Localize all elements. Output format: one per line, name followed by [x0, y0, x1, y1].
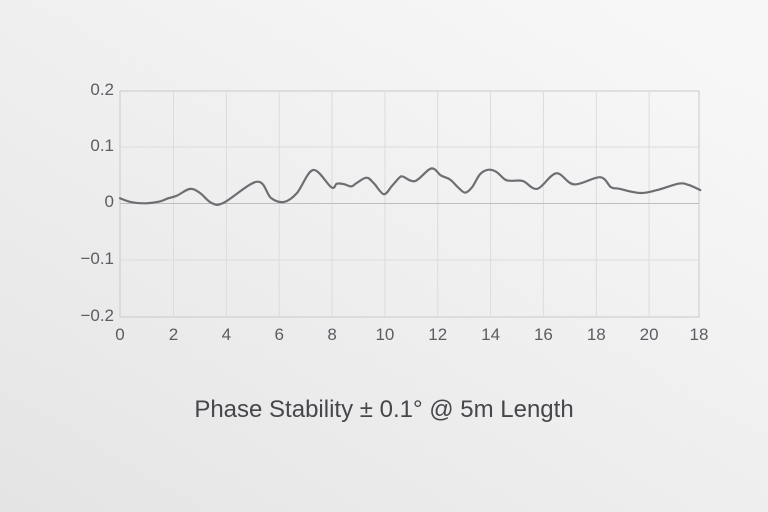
svg-text:0: 0 — [115, 325, 124, 344]
svg-text:4: 4 — [222, 325, 231, 344]
svg-text:0.2: 0.2 — [90, 80, 114, 99]
svg-text:14: 14 — [481, 325, 500, 344]
svg-text:Phase Stability ± 0.1° @ 5m Le: Phase Stability ± 0.1° @ 5m Length — [194, 396, 573, 423]
svg-text:20: 20 — [640, 325, 659, 344]
svg-text:18: 18 — [587, 325, 606, 344]
svg-text:12: 12 — [428, 325, 447, 344]
svg-text:0: 0 — [105, 192, 114, 211]
svg-text:2: 2 — [169, 325, 178, 344]
svg-text:10: 10 — [375, 325, 394, 344]
svg-text:16: 16 — [534, 325, 553, 344]
svg-text:−0.2: −0.2 — [80, 306, 114, 325]
svg-text:8: 8 — [327, 325, 336, 344]
svg-text:0.1: 0.1 — [90, 136, 114, 155]
svg-text:18: 18 — [690, 325, 709, 344]
svg-text:−0.1: −0.1 — [80, 249, 114, 268]
svg-text:6: 6 — [274, 325, 283, 344]
